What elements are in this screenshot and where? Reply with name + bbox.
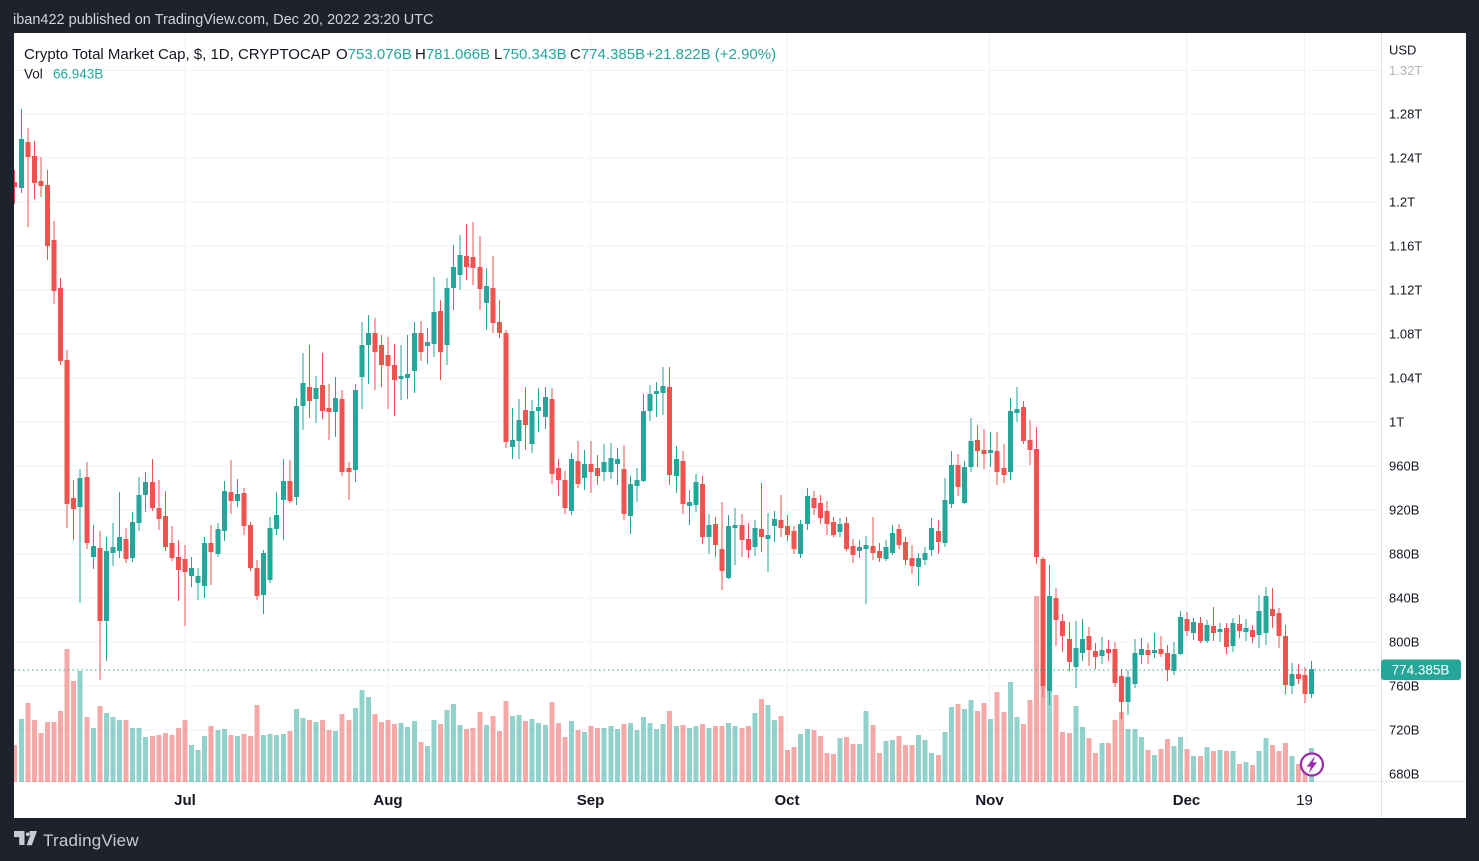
svg-text:800B: 800B <box>1389 635 1419 650</box>
svg-text:680B: 680B <box>1389 767 1419 782</box>
svg-text:+21.822B (+2.90%): +21.822B (+2.90%) <box>646 46 776 63</box>
svg-text:Dec: Dec <box>1173 792 1201 809</box>
svg-text:1.24T: 1.24T <box>1389 151 1422 166</box>
svg-text:Oct: Oct <box>774 792 799 809</box>
svg-text:840B: 840B <box>1389 591 1419 606</box>
svg-text:USD: USD <box>1389 43 1416 58</box>
svg-text:1.12T: 1.12T <box>1389 283 1422 298</box>
svg-text:1T: 1T <box>1389 415 1404 430</box>
svg-text:Jul: Jul <box>174 792 196 809</box>
svg-text:880B: 880B <box>1389 547 1419 562</box>
svg-text:C774.385B: C774.385B <box>570 46 645 63</box>
svg-text:19: 19 <box>1296 792 1313 809</box>
svg-text:1.32T: 1.32T <box>1389 63 1422 78</box>
svg-text:960B: 960B <box>1389 459 1419 474</box>
svg-text:66.943B: 66.943B <box>53 67 103 82</box>
svg-text:1.2T: 1.2T <box>1389 195 1415 210</box>
svg-text:1.08T: 1.08T <box>1389 327 1422 342</box>
svg-text:1.16T: 1.16T <box>1389 239 1422 254</box>
svg-text:720B: 720B <box>1389 723 1419 738</box>
svg-text:920B: 920B <box>1389 503 1419 518</box>
svg-text:H781.066B: H781.066B <box>415 46 490 63</box>
svg-text:774.385B: 774.385B <box>1392 663 1450 678</box>
svg-text:L750.343B: L750.343B <box>494 46 567 63</box>
svg-text:Nov: Nov <box>975 792 1004 809</box>
svg-text:Vol: Vol <box>24 67 43 82</box>
svg-text:Sep: Sep <box>577 792 605 809</box>
svg-text:1.28T: 1.28T <box>1389 107 1422 122</box>
svg-text:1.04T: 1.04T <box>1389 371 1422 386</box>
svg-text:760B: 760B <box>1389 679 1419 694</box>
svg-text:Crypto Total Market Cap, $, 1D: Crypto Total Market Cap, $, 1D, CRYPTOCA… <box>24 46 331 63</box>
svg-text:Aug: Aug <box>373 792 402 809</box>
svg-text:O753.076B: O753.076B <box>336 46 412 63</box>
